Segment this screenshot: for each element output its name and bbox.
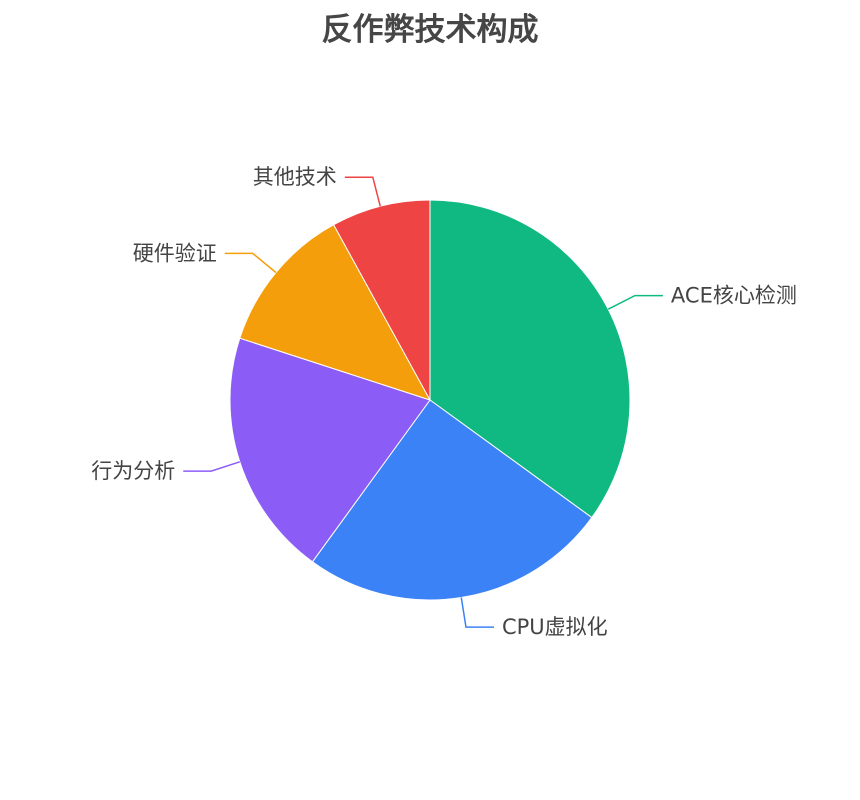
label-line (344, 176, 381, 207)
label-line (224, 252, 277, 274)
pie-slice[interactable] (311, 399, 593, 601)
chart-title: 反作弊技术构成 (321, 12, 539, 48)
pie-slice[interactable] (239, 224, 432, 401)
slice-label: 行为分析 (91, 459, 175, 483)
pie-slice[interactable] (332, 199, 431, 401)
pie-slice[interactable] (229, 337, 431, 563)
label-line (607, 294, 663, 310)
pie-slice[interactable] (429, 199, 631, 519)
slice-label: ACE核心检测 (671, 284, 797, 308)
label-line (460, 597, 494, 628)
slice-label: CPU虚拟化 (502, 615, 608, 639)
slice-label: 其他技术 (253, 165, 337, 189)
slice-label: 硬件验证 (133, 241, 217, 265)
label-line (183, 461, 241, 472)
